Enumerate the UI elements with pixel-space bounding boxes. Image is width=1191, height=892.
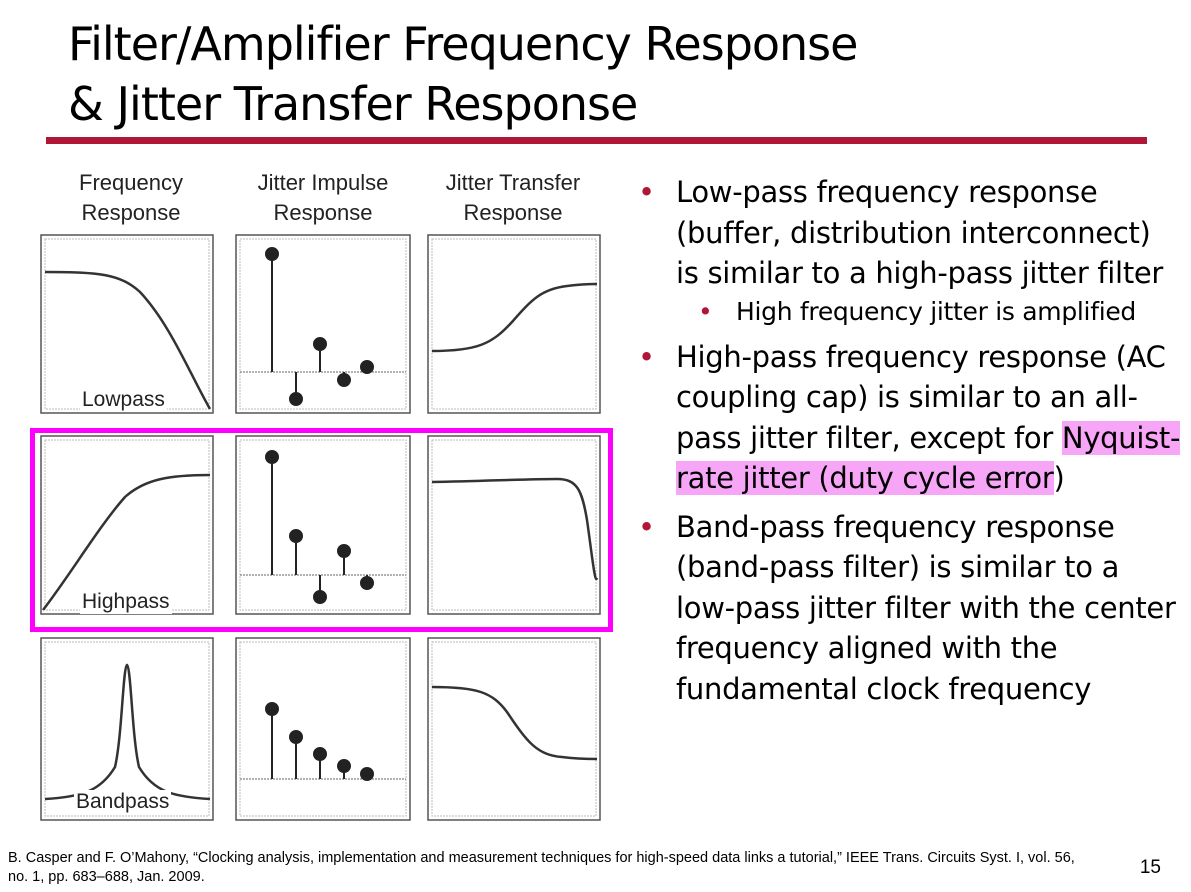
bullet-bandpass: Band-pass frequency response (band-pass …	[636, 507, 1181, 710]
column-header-text: Jitter Impulse Response	[257, 170, 389, 225]
page-number: 15	[1139, 857, 1161, 878]
bullet-highpass: High-pass frequency response (AC couplin…	[636, 337, 1181, 499]
citation: B. Casper and F. O’Mahony, “Clocking ana…	[8, 850, 1075, 885]
bullet-text: Low-pass frequency response (buffer, dis…	[676, 175, 1164, 290]
sub-bullet-text: High frequency jitter is amplified	[736, 296, 1136, 326]
lowpass-jitter-transfer-plot	[427, 234, 601, 414]
slide-title-line2: & Jitter Transfer Response	[68, 77, 638, 131]
bandpass-frequency-response-plot	[40, 637, 214, 821]
column-header-text: Frequency Response	[79, 170, 183, 225]
title-rule	[46, 137, 1147, 144]
highpass-jitter-transfer-plot	[427, 435, 601, 615]
slide-title-line1: Filter/Amplifier Frequency Response	[68, 17, 858, 71]
row-label-lowpass: Lowpass	[80, 388, 167, 412]
column-header-jitter-transfer-response: Jitter Transfer Response	[418, 168, 608, 228]
highpass-curve	[42, 473, 211, 611]
slide-title: Filter/Amplifier Frequency Response & Ji…	[68, 14, 1148, 134]
column-header-jitter-impulse-response: Jitter Impulse Response	[228, 168, 418, 228]
column-header-frequency-response: Frequency Response	[36, 168, 226, 228]
column-header-text: Jitter Transfer Response	[445, 170, 581, 225]
row-label-highpass: Highpass	[80, 590, 172, 614]
lowpass-transfer-curve	[431, 685, 598, 761]
bandpass-curve	[44, 663, 211, 801]
bullet-lowpass: Low-pass frequency response (buffer, dis…	[636, 172, 1181, 294]
lowpass-impulse-stems	[265, 247, 374, 406]
bandpass-jitter-impulse-plot	[235, 637, 411, 821]
highpass-impulse-stems	[265, 450, 374, 604]
lowpass-frequency-response-plot	[40, 234, 214, 414]
sub-bullet-high-frequency-jitter: High frequency jitter is amplified	[636, 294, 1181, 329]
highpass-highlight-box	[30, 428, 613, 632]
bullet-text-after: )	[1053, 461, 1065, 495]
bandpass-impulse-stems	[265, 702, 374, 781]
lowpass-curve	[44, 270, 212, 410]
highpass-jitter-impulse-plot	[235, 435, 411, 615]
bandpass-jitter-transfer-plot	[427, 637, 601, 821]
highpass-transfer-curve	[431, 282, 598, 353]
row-label-bandpass: Bandpass	[74, 790, 172, 814]
bullet-text-before: High-pass frequency response (AC couplin…	[676, 339, 1166, 455]
bullet-list: Low-pass frequency response (buffer, dis…	[636, 172, 1181, 709]
highpass-frequency-response-plot	[40, 435, 214, 615]
bullet-text: Band-pass frequency response (band-pass …	[676, 509, 1176, 706]
lowpass-jitter-impulse-plot	[235, 234, 411, 414]
allpass-transfer-curve	[431, 477, 599, 581]
